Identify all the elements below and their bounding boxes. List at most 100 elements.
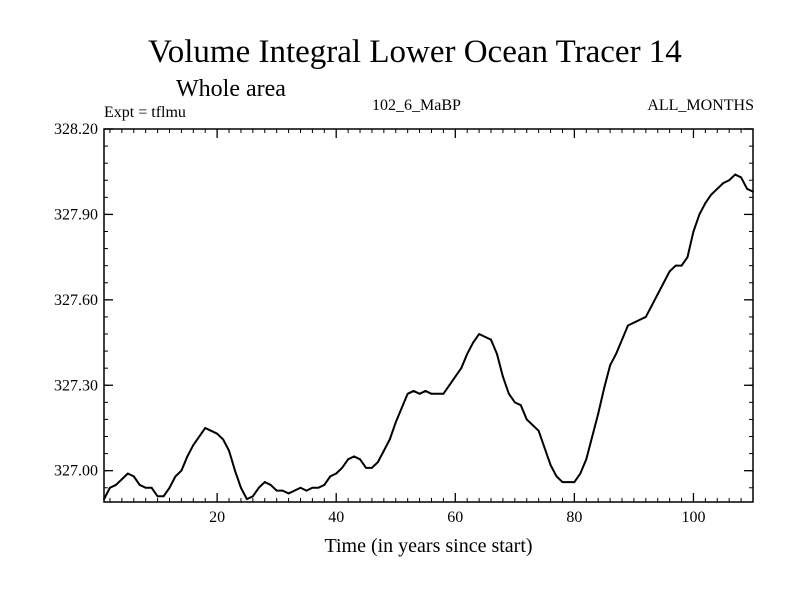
data-point <box>472 341 475 344</box>
chart-title: Volume Integral Lower Ocean Tracer 14 <box>148 34 682 70</box>
data-point <box>680 264 683 267</box>
data-point <box>365 466 367 469</box>
data-point <box>507 392 510 395</box>
data-point <box>585 458 588 461</box>
data-point <box>347 458 350 461</box>
data-point <box>144 486 147 489</box>
x-tick-label: 80 <box>566 509 582 526</box>
data-point <box>579 472 582 475</box>
data-point <box>662 281 665 284</box>
data-point <box>240 486 242 489</box>
data-point <box>115 484 117 486</box>
data-point <box>567 481 570 483</box>
data-point <box>174 475 177 478</box>
y-tick-label: 327.30 <box>54 377 98 394</box>
data-point <box>126 472 129 475</box>
data-point <box>740 176 742 179</box>
axis-tick-labels: 20 40 60 80 100 327.00 327.30 327.60 327.90 328.2… <box>54 121 705 526</box>
x-tick-label: 40 <box>328 509 344 526</box>
data-point <box>222 438 224 441</box>
data-point <box>692 230 695 233</box>
y-tick-label: 328.20 <box>54 121 98 138</box>
data-point <box>281 489 284 492</box>
data-point <box>341 466 344 469</box>
data-point <box>704 202 707 204</box>
data-point <box>454 375 457 378</box>
data-point <box>335 472 338 475</box>
data-point <box>674 264 677 267</box>
data-point <box>603 387 606 390</box>
data-point <box>287 492 290 495</box>
data-point <box>150 486 153 489</box>
data-point <box>448 384 451 387</box>
data-point <box>299 486 302 489</box>
data-point <box>597 412 600 415</box>
axis-ticks <box>104 128 754 502</box>
data-point <box>138 484 141 486</box>
data-point <box>186 455 189 458</box>
data-point <box>311 486 314 489</box>
chart-subtitle: Whole area <box>176 76 286 102</box>
data-point <box>609 364 612 367</box>
data-point <box>573 481 576 483</box>
data-point <box>442 392 445 395</box>
data-point <box>412 390 415 392</box>
data-point <box>728 179 731 182</box>
data-point <box>204 427 207 429</box>
data-point <box>615 353 617 355</box>
data-point <box>323 484 326 486</box>
data-point <box>109 486 111 489</box>
data-point <box>638 318 641 321</box>
period-label: ALL_MONTHS <box>647 97 754 114</box>
data-point <box>353 455 355 458</box>
data-point <box>668 270 671 273</box>
data-point <box>156 495 159 498</box>
data-point <box>686 256 689 259</box>
data-point <box>555 475 558 478</box>
data-point <box>650 304 653 307</box>
data-point <box>132 475 135 478</box>
data-point <box>210 429 213 432</box>
data-point <box>549 464 552 466</box>
data-point <box>371 466 373 469</box>
data-point <box>460 367 463 370</box>
data-point <box>388 438 391 441</box>
data-point <box>716 187 719 190</box>
data-point <box>561 481 564 483</box>
x-tick-label: 100 <box>681 509 705 526</box>
data-point <box>752 190 754 193</box>
data-point <box>478 333 481 335</box>
data-point <box>317 486 320 489</box>
data-point <box>198 435 201 438</box>
data-point <box>734 173 737 176</box>
data-point <box>329 475 332 478</box>
data-point <box>406 392 409 395</box>
data-point <box>382 449 385 452</box>
y-tick-label: 327.00 <box>54 463 98 480</box>
data-point <box>305 489 308 492</box>
data-point <box>103 498 105 501</box>
data-point <box>531 424 534 427</box>
data-point <box>621 338 623 341</box>
data-point <box>537 429 540 432</box>
x-tick-label: 20 <box>209 509 225 526</box>
data-point <box>245 498 248 501</box>
data-point <box>120 478 123 481</box>
data-point <box>746 187 748 190</box>
y-tick-label: 327.60 <box>54 292 98 309</box>
data-point <box>394 421 397 424</box>
plot-frame <box>103 128 754 503</box>
data-point <box>251 495 254 498</box>
data-point <box>698 213 701 216</box>
data-point <box>180 469 183 472</box>
data-point <box>490 338 492 341</box>
data-point <box>376 461 379 464</box>
x-tick-label: 60 <box>447 509 463 526</box>
data-point <box>525 418 528 421</box>
run-label: 102_6_MaBP <box>372 97 461 114</box>
data-point <box>519 404 522 407</box>
data-point <box>293 489 296 492</box>
data-point <box>216 432 219 435</box>
data-point <box>162 495 165 498</box>
